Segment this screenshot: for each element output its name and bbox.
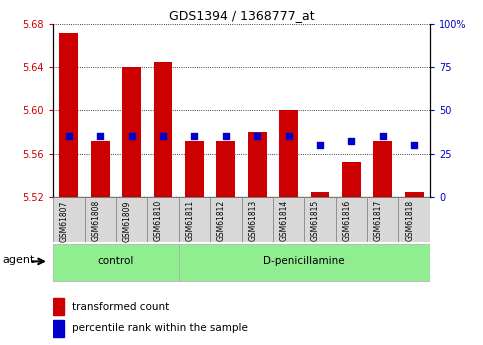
Bar	[279, 110, 298, 197]
FancyBboxPatch shape	[116, 197, 147, 241]
Point	[128, 134, 135, 139]
Bar	[53, 320, 64, 337]
Bar	[53, 298, 64, 315]
Bar	[373, 140, 392, 197]
Text: GSM61817: GSM61817	[374, 200, 383, 242]
Bar	[311, 192, 329, 197]
Point	[191, 134, 199, 139]
Point	[379, 134, 387, 139]
Point	[65, 134, 73, 139]
Point	[222, 134, 230, 139]
Point	[285, 134, 293, 139]
FancyBboxPatch shape	[147, 197, 179, 241]
Text: agent: agent	[2, 256, 35, 265]
Text: GSM61811: GSM61811	[185, 200, 194, 242]
FancyBboxPatch shape	[210, 197, 242, 241]
Bar	[91, 140, 110, 197]
Point	[253, 134, 261, 139]
Text: GSM61810: GSM61810	[154, 200, 163, 242]
FancyBboxPatch shape	[53, 197, 85, 241]
FancyBboxPatch shape	[304, 197, 336, 241]
Text: GSM61815: GSM61815	[311, 200, 320, 242]
Point	[348, 139, 355, 144]
Title: GDS1394 / 1368777_at: GDS1394 / 1368777_at	[169, 9, 314, 22]
Bar	[248, 132, 267, 197]
Bar	[342, 162, 361, 197]
Point	[411, 142, 418, 148]
Bar	[122, 67, 141, 197]
Bar	[185, 140, 204, 197]
Point	[159, 134, 167, 139]
Text: GSM61807: GSM61807	[60, 200, 69, 242]
FancyBboxPatch shape	[85, 197, 116, 241]
FancyBboxPatch shape	[179, 197, 210, 241]
FancyBboxPatch shape	[273, 197, 304, 241]
Text: GSM61816: GSM61816	[342, 200, 352, 242]
FancyBboxPatch shape	[53, 244, 179, 281]
Text: GSM61814: GSM61814	[280, 200, 289, 242]
Text: GSM61809: GSM61809	[123, 200, 131, 242]
Bar	[154, 62, 172, 197]
FancyBboxPatch shape	[179, 244, 430, 281]
Bar	[216, 140, 235, 197]
Text: transformed count: transformed count	[72, 302, 169, 312]
Text: percentile rank within the sample: percentile rank within the sample	[72, 323, 248, 333]
Text: GSM61818: GSM61818	[405, 200, 414, 242]
FancyBboxPatch shape	[336, 197, 367, 241]
Text: GSM61813: GSM61813	[248, 200, 257, 242]
Point	[316, 142, 324, 148]
Bar	[59, 33, 78, 197]
Bar	[405, 192, 424, 197]
FancyBboxPatch shape	[367, 197, 398, 241]
Text: GSM61812: GSM61812	[217, 200, 226, 242]
Point	[97, 134, 104, 139]
Text: GSM61808: GSM61808	[91, 200, 100, 242]
FancyBboxPatch shape	[242, 197, 273, 241]
FancyBboxPatch shape	[398, 197, 430, 241]
Text: control: control	[98, 256, 134, 266]
Text: D-penicillamine: D-penicillamine	[264, 256, 345, 266]
